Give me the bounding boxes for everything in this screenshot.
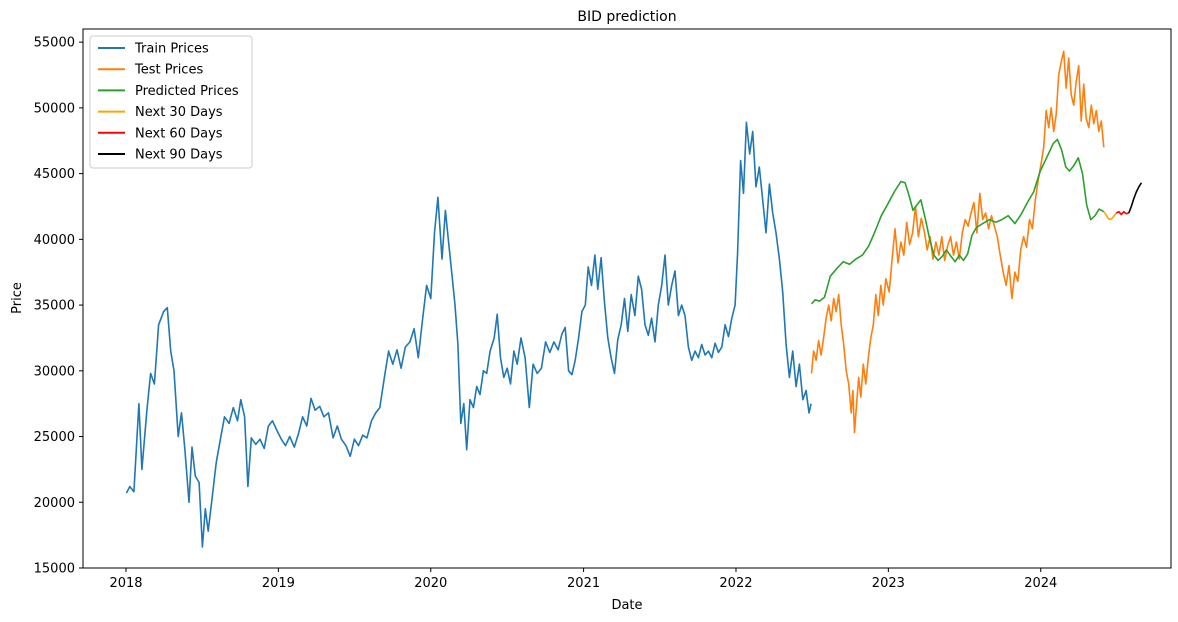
x-tick-label-6: 2024: [1024, 576, 1057, 591]
y-tick-label-7: 50000: [34, 101, 75, 116]
x-tick-label-1: 2019: [262, 576, 295, 591]
y-tick-label-5: 40000: [34, 233, 75, 248]
x-axis: 2018 2019 2020 2021 2022 2023 2024: [109, 568, 1057, 591]
series-line-3: [1103, 211, 1117, 221]
chart-title: BID prediction: [577, 9, 676, 25]
x-tick-label-2: 2020: [414, 576, 447, 591]
x-axis-label: Date: [611, 598, 642, 613]
series-line-1: [810, 50, 1105, 434]
y-tick-label-4: 35000: [34, 299, 75, 314]
legend-label-3: Next 30 Days: [135, 105, 223, 120]
y-axis: 15000 20000 25000 30000 35000 40000 45000 50000…: [34, 36, 83, 577]
legend-label-4: Next 60 Days: [135, 126, 223, 141]
x-tick-label-4: 2022: [719, 576, 752, 591]
series-line-0: [125, 121, 812, 548]
y-tick-label-2: 25000: [34, 430, 75, 445]
legend-label-1: Test Prices: [134, 63, 203, 78]
x-tick-label-5: 2023: [872, 576, 905, 591]
x-tick-label-0: 2018: [109, 576, 142, 591]
legend-label-5: Next 90 Days: [135, 148, 223, 163]
y-tick-label-0: 15000: [34, 562, 75, 577]
series-line-5: [1128, 182, 1143, 214]
legend-label-2: Predicted Prices: [135, 84, 239, 99]
y-tick-label-6: 45000: [34, 167, 75, 182]
plot-frame: [82, 28, 1172, 569]
y-tick-label-1: 20000: [34, 496, 75, 511]
legend-box: [89, 35, 253, 169]
series-line-2: [810, 138, 1105, 305]
x-tick-label-3: 2021: [567, 576, 600, 591]
y-axis-label: Price: [10, 282, 25, 314]
legend: Train Prices Test Prices Predicted Prices N…: [89, 35, 253, 169]
series-line-4: [1115, 210, 1130, 216]
plot-lines: [125, 50, 1143, 548]
y-tick-label-8: 55000: [34, 36, 75, 51]
y-tick-label-3: 30000: [34, 364, 75, 379]
legend-label-0: Train Prices: [134, 42, 209, 57]
